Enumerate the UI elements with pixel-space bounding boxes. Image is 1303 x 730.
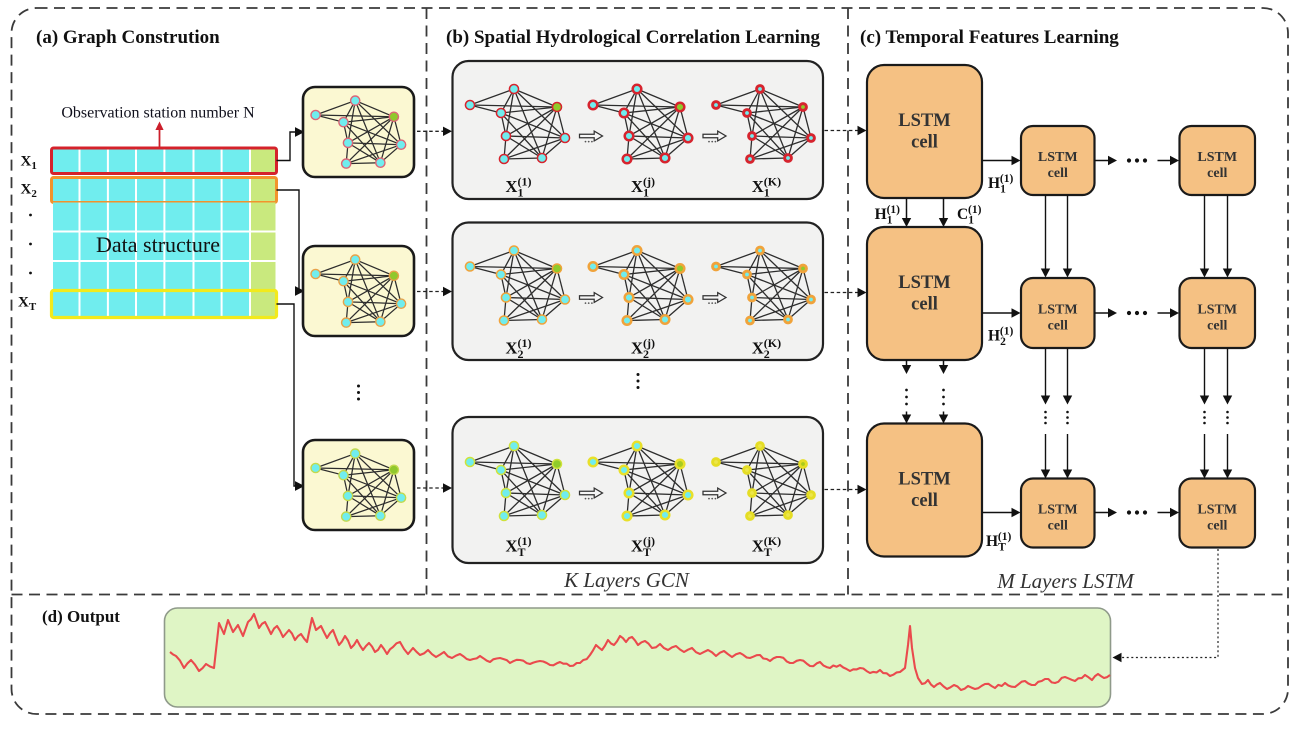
svg-text:cell: cell — [911, 295, 938, 315]
svg-text:K Layers GCN: K Layers GCN — [563, 568, 690, 592]
svg-text:XT(j): XT(j) — [631, 534, 655, 559]
svg-text:LSTM: LSTM — [1197, 150, 1237, 165]
svg-text:cell: cell — [1048, 166, 1068, 181]
svg-text:cell: cell — [1207, 319, 1227, 334]
svg-text:(a) Graph Constrution: (a) Graph Constrution — [36, 27, 220, 48]
svg-text:X1(1): X1(1) — [506, 175, 532, 200]
svg-text:X2(K): X2(K) — [752, 336, 781, 361]
svg-text:(b) Spatial Hydrological Corre: (b) Spatial Hydrological Correlation Lea… — [446, 27, 821, 48]
svg-text:Observation station number N: Observation station number N — [61, 105, 255, 122]
svg-text:cell: cell — [911, 491, 938, 511]
svg-text:cell: cell — [911, 133, 938, 153]
svg-text:X1(K): X1(K) — [752, 175, 781, 200]
svg-text:(d) Output: (d) Output — [42, 607, 120, 626]
svg-text:cell: cell — [1207, 519, 1227, 534]
svg-text:(c) Temporal Features Learning: (c) Temporal Features Learning — [860, 27, 1119, 48]
svg-text:cell: cell — [1207, 166, 1227, 181]
svg-text:cell: cell — [1048, 319, 1068, 334]
svg-text:LSTM: LSTM — [1038, 503, 1078, 518]
svg-text:LSTM: LSTM — [898, 273, 950, 293]
svg-text:Data structure: Data structure — [96, 232, 220, 257]
svg-text:LSTM: LSTM — [898, 111, 950, 131]
svg-text:HT(1): HT(1) — [986, 531, 1012, 554]
svg-text:cell: cell — [1048, 519, 1068, 534]
svg-text:LSTM: LSTM — [1197, 503, 1237, 518]
svg-text:M Layers LSTM: M Layers LSTM — [996, 569, 1135, 593]
svg-text:LSTM: LSTM — [1038, 150, 1078, 165]
svg-text:LSTM: LSTM — [1038, 303, 1078, 318]
svg-text:LSTM: LSTM — [898, 470, 950, 490]
svg-text:LSTM: LSTM — [1197, 303, 1237, 318]
